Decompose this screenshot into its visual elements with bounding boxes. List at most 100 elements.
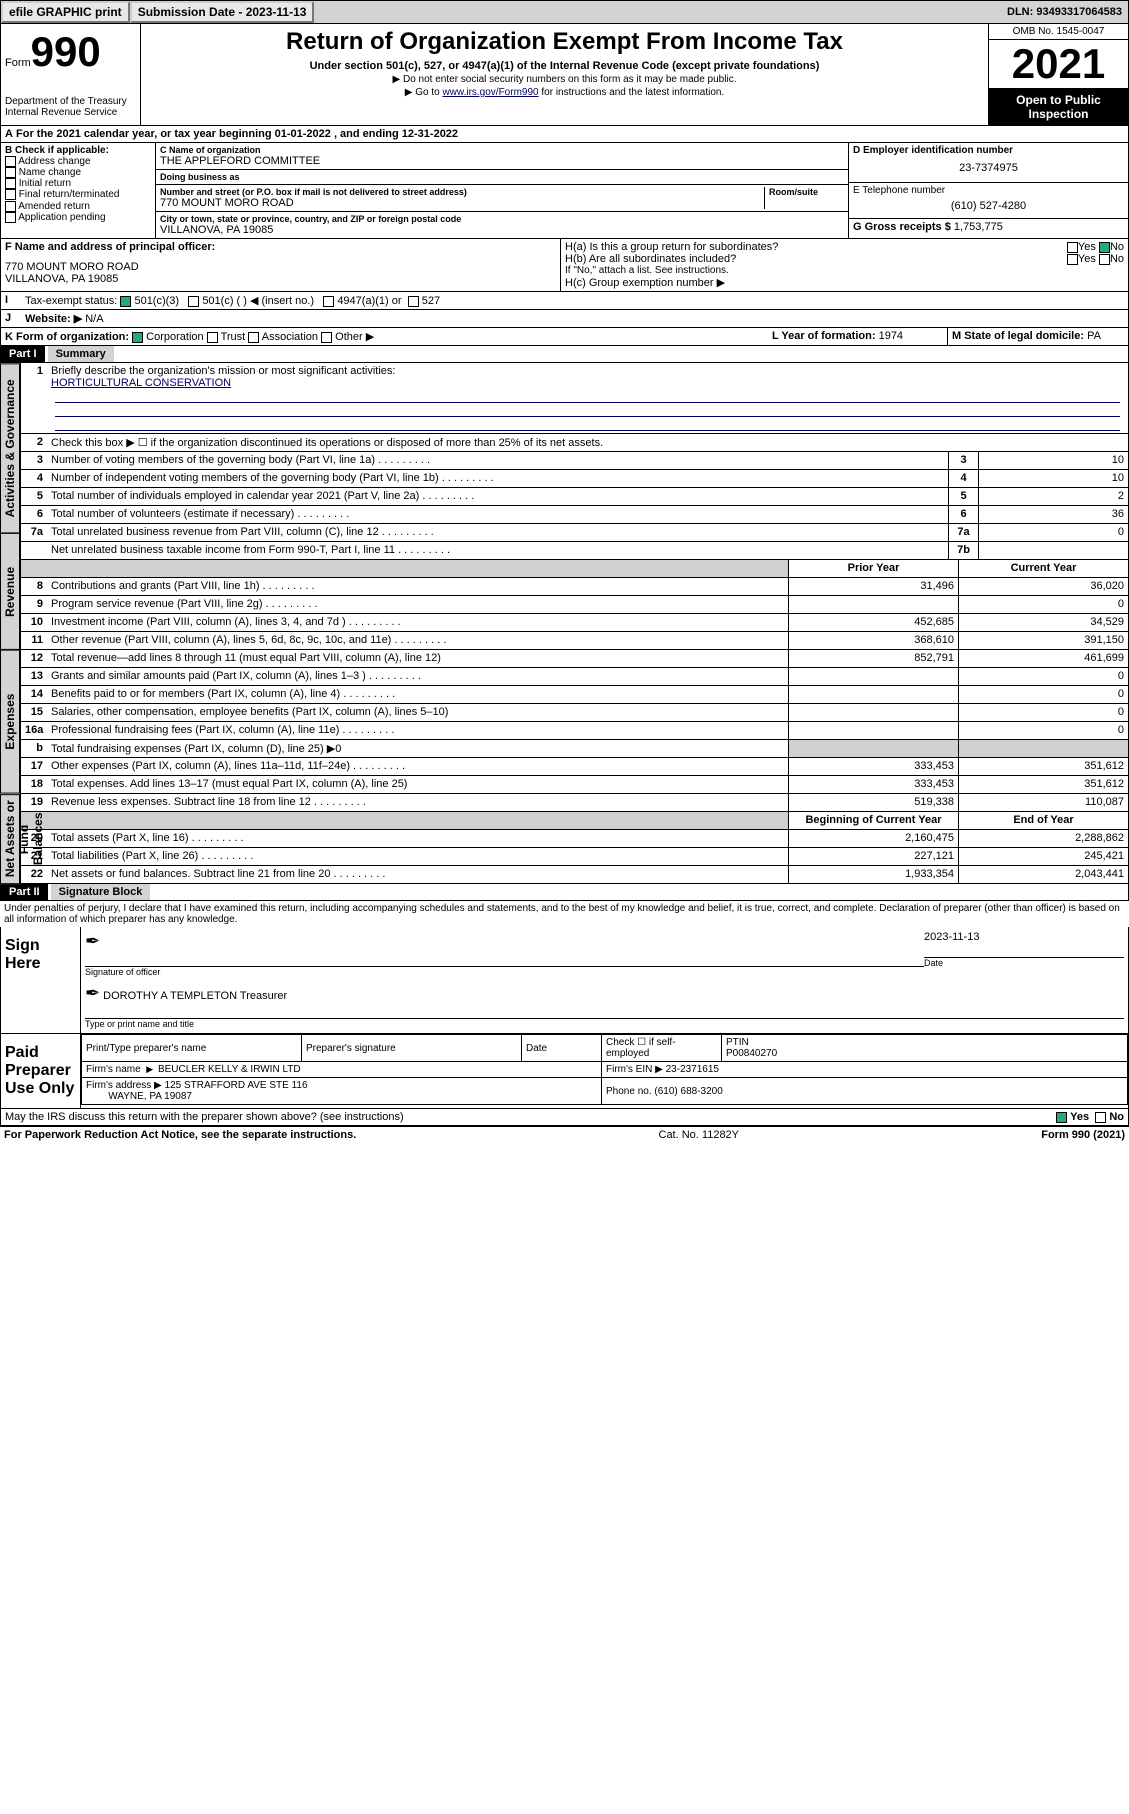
c14: 0 — [958, 686, 1128, 703]
firm-name-lbl: Firm's name — [86, 1064, 141, 1075]
form-number: 990 — [31, 28, 101, 75]
form-prefix: Form — [5, 57, 31, 69]
opt-other: Other ▶ — [335, 331, 374, 343]
C-name-lbl: C Name of organization — [160, 145, 844, 155]
p19: 519,338 — [788, 794, 958, 811]
l2-desc: Check this box ▶ ☐ if the organization d… — [47, 434, 1128, 451]
year-formation: 1974 — [879, 330, 903, 342]
dba-lbl: Doing business as — [160, 172, 844, 182]
chk-final-return[interactable]: Final return/terminated — [5, 189, 151, 200]
footer: For Paperwork Reduction Act Notice, see … — [0, 1126, 1129, 1143]
chk-4947[interactable] — [323, 296, 334, 307]
p9 — [788, 596, 958, 613]
l20: Total assets (Part X, line 16) — [47, 830, 788, 847]
p17: 333,453 — [788, 758, 958, 775]
open-inspection: Open to Public Inspection — [989, 89, 1128, 125]
Hc: H(c) Group exemption number ▶ — [565, 276, 1124, 289]
vtab-netassets: Net Assets or Fund Balances — [0, 794, 20, 884]
irs-label: Internal Revenue Service — [5, 107, 136, 118]
c12: 461,699 — [958, 650, 1128, 667]
chk-app-pending[interactable]: Application pending — [5, 212, 151, 223]
form-ref: Form 990 (2021) — [1041, 1129, 1125, 1141]
chk-assoc[interactable] — [248, 332, 259, 343]
firm-addr2: WAYNE, PA 19087 — [108, 1091, 192, 1102]
chk-initial-return[interactable]: Initial return — [5, 178, 151, 189]
city-value: VILLANOVA, PA 19085 — [160, 224, 844, 236]
form-header: Form990 Department of the Treasury Inter… — [0, 24, 1129, 126]
l14: Benefits paid to or for members (Part IX… — [47, 686, 788, 703]
firm-phone-lbl: Phone no. — [606, 1086, 652, 1097]
c20: 2,288,862 — [958, 830, 1128, 847]
chk-corp[interactable] — [132, 332, 143, 343]
form-subtitle: Under section 501(c), 527, or 4947(a)(1)… — [145, 60, 984, 72]
phone-lbl: E Telephone number — [853, 185, 1124, 196]
opt-assoc: Association — [262, 331, 318, 343]
room-lbl: Room/suite — [769, 187, 844, 197]
row-I: I Tax-exempt status: 501(c)(3) 501(c) ( … — [0, 292, 1129, 310]
officer-name: DOROTHY A TEMPLETON Treasurer — [103, 990, 287, 1002]
part1-num: Part I — [1, 346, 45, 362]
efile-print-btn[interactable]: efile GRAPHIC print — [1, 1, 130, 23]
B-header: B Check if applicable: — [5, 145, 151, 156]
c22: 2,043,441 — [958, 866, 1128, 883]
chk-other[interactable] — [321, 332, 332, 343]
c15: 0 — [958, 704, 1128, 721]
l10: Investment income (Part VIII, column (A)… — [47, 614, 788, 631]
topbar: efile GRAPHIC print Submission Date - 20… — [0, 0, 1129, 24]
c10: 34,529 — [958, 614, 1128, 631]
v6: 36 — [978, 506, 1128, 523]
declaration: Under penalties of perjury, I declare th… — [0, 901, 1129, 927]
discuss-no[interactable] — [1095, 1112, 1106, 1123]
preparer-table: Print/Type preparer's name Preparer's si… — [81, 1034, 1128, 1105]
l7b-desc: Net unrelated business taxable income fr… — [47, 542, 948, 559]
firm-phone: (610) 688-3200 — [654, 1086, 722, 1097]
ptin-val: P00840270 — [726, 1048, 777, 1059]
part2-title: Signature Block — [51, 884, 151, 900]
row-KLM: K Form of organization: Corporation Trus… — [0, 328, 1129, 346]
paperwork-notice: For Paperwork Reduction Act Notice, see … — [4, 1129, 356, 1141]
discuss-text: May the IRS discuss this return with the… — [5, 1111, 404, 1123]
l1-desc: Briefly describe the organization's miss… — [51, 365, 395, 377]
l3-desc: Number of voting members of the governin… — [47, 452, 948, 469]
sign-here-block: Sign Here ✒ Signature of officer 2023-11… — [0, 927, 1129, 1034]
mission-link[interactable]: HORTICULTURAL CONSERVATION — [51, 377, 231, 389]
boy-hdr: Beginning of Current Year — [788, 812, 958, 829]
submission-date: Submission Date - 2023-11-13 — [130, 1, 315, 23]
ssn-note: ▶ Do not enter social security numbers o… — [145, 74, 984, 85]
chk-527[interactable] — [408, 296, 419, 307]
prep-name-lbl: Print/Type preparer's name — [82, 1035, 302, 1062]
city-lbl: City or town, state or province, country… — [160, 214, 844, 224]
tax-status-lbl: Tax-exempt status: — [25, 295, 117, 307]
p22: 1,933,354 — [788, 866, 958, 883]
vtab-activities: Activities & Governance — [0, 363, 20, 533]
website-lbl: Website: ▶ — [25, 313, 82, 325]
chk-amended[interactable]: Amended return — [5, 201, 151, 212]
street-address: 770 MOUNT MORO ROAD — [160, 197, 764, 209]
p15 — [788, 704, 958, 721]
website-value: N/A — [85, 313, 103, 325]
l6-desc: Total number of volunteers (estimate if … — [47, 506, 948, 523]
p8: 31,496 — [788, 578, 958, 595]
irs-link[interactable]: www.irs.gov/Form990 — [442, 87, 538, 98]
chk-name-change[interactable]: Name change — [5, 167, 151, 178]
tax-year-range: For the 2021 calendar year, or tax year … — [16, 128, 458, 140]
K-lbl: K Form of organization: — [5, 331, 129, 343]
summary-grid: Activities & Governance Revenue Expenses… — [0, 363, 1129, 884]
p10: 452,685 — [788, 614, 958, 631]
ein-lbl: D Employer identification number — [853, 145, 1124, 156]
v7b — [978, 542, 1128, 559]
discuss-yes[interactable] — [1056, 1112, 1067, 1123]
M-lbl: M State of legal domicile: — [952, 330, 1084, 342]
chk-address-change[interactable]: Address change — [5, 156, 151, 167]
firm-ein-lbl: Firm's EIN ▶ — [606, 1064, 663, 1075]
l18: Total expenses. Add lines 13–17 (must eq… — [47, 776, 788, 793]
chk-trust[interactable] — [207, 332, 218, 343]
chk-501c[interactable] — [188, 296, 199, 307]
c21: 245,421 — [958, 848, 1128, 865]
part2-num: Part II — [1, 884, 48, 900]
part1-title: Summary — [48, 346, 114, 362]
firm-addr-lbl: Firm's address ▶ — [86, 1080, 162, 1091]
part1-header: Part I Summary — [0, 346, 1129, 363]
v5: 2 — [978, 488, 1128, 505]
chk-501c3[interactable] — [120, 296, 131, 307]
